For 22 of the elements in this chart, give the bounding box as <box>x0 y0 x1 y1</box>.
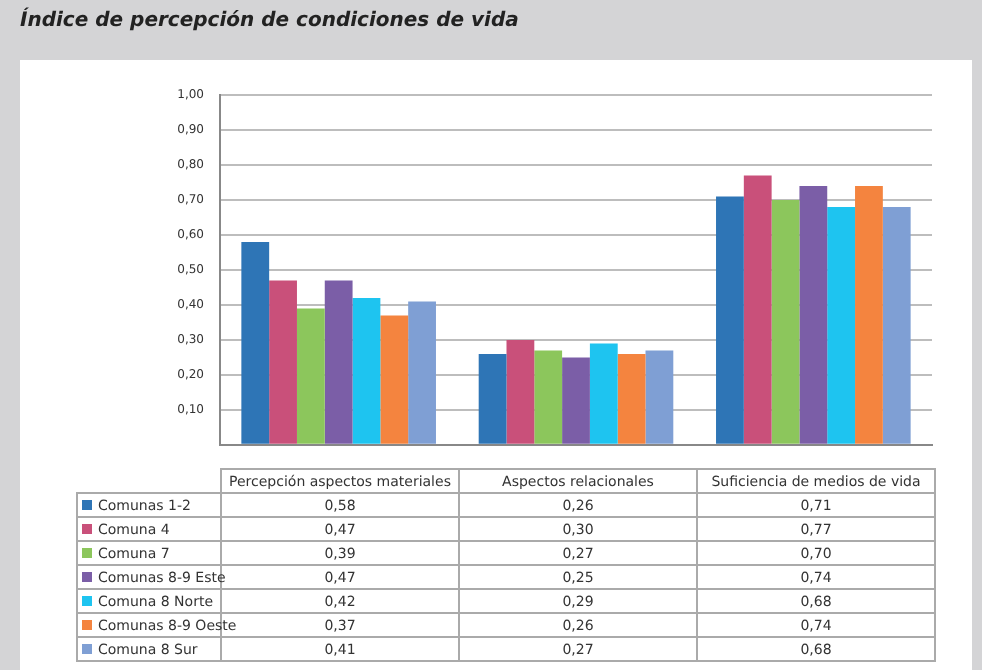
bar <box>478 353 507 444</box>
bar <box>743 175 772 444</box>
bar <box>617 353 646 444</box>
bar <box>827 207 856 444</box>
bar <box>324 280 353 444</box>
bar <box>882 207 911 444</box>
bar <box>380 315 409 444</box>
bar <box>716 196 744 444</box>
bar <box>799 186 828 444</box>
bar <box>645 350 674 444</box>
bar <box>855 186 883 444</box>
bar <box>408 301 436 444</box>
chart-title: Índice de percepción de condiciones de vida <box>20 10 519 32</box>
bar <box>506 339 535 444</box>
bar <box>589 343 618 444</box>
bar <box>562 357 590 444</box>
bar <box>269 280 297 444</box>
bar <box>534 350 563 444</box>
bar <box>352 297 381 444</box>
bar <box>296 308 325 444</box>
bar <box>241 242 270 444</box>
bar <box>771 200 800 444</box>
